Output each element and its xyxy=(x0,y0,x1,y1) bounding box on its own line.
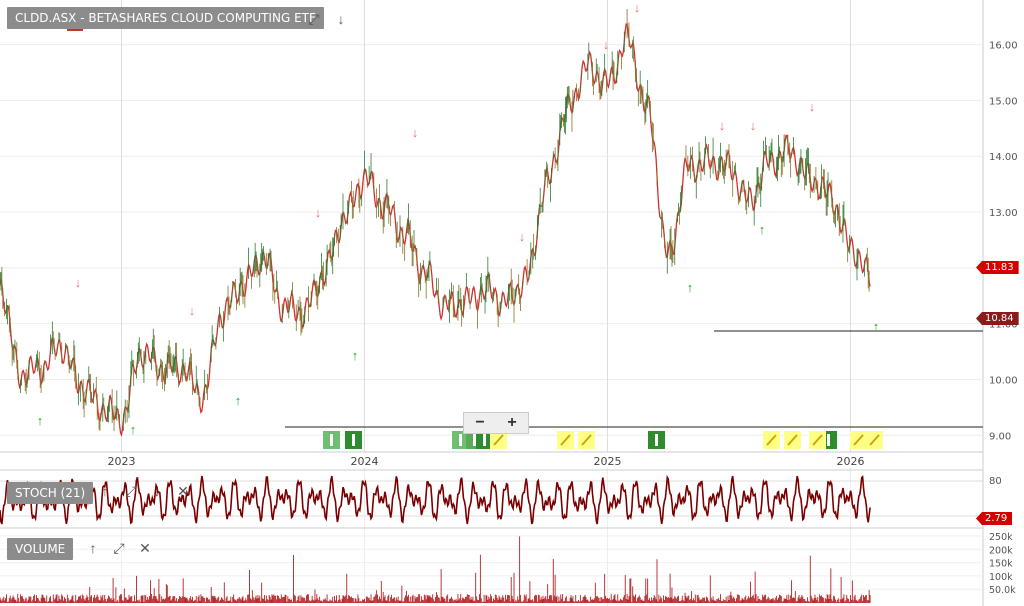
event-marker-glyph xyxy=(827,434,830,446)
volume-expand-icon[interactable]: ⤢ xyxy=(113,540,125,556)
x-tick-label: 2026 xyxy=(836,455,864,468)
note-marker-glyph xyxy=(812,434,823,446)
buy-signal-icon: ↑ xyxy=(352,348,359,363)
note-marker-glyph xyxy=(493,434,504,446)
stoch-tick-label: 80 xyxy=(989,476,1002,487)
x-tick-label: 2024 xyxy=(350,455,378,468)
x-tick-label: 2023 xyxy=(107,455,135,468)
stoch-close-icon[interactable]: ✕ xyxy=(177,483,189,499)
volume-up-icon[interactable]: ↑ xyxy=(89,540,97,556)
buy-signal-icon: ↑ xyxy=(130,422,137,437)
buy-signal-icon: ↑ xyxy=(873,319,880,334)
volume-tick-label: 200k xyxy=(989,545,1013,556)
stoch-up-icon[interactable]: ↑ xyxy=(101,483,109,499)
last-price-tag: 11.83 xyxy=(976,261,1019,274)
stoch-value-tag: 2.79 xyxy=(976,512,1013,525)
sell-signal-icon: ↓ xyxy=(750,118,757,133)
price-tick-label: 11.00 xyxy=(989,320,1018,331)
buy-signal-icon: ↑ xyxy=(759,222,766,237)
x-tick-label: 2025 xyxy=(593,455,621,468)
event-marker-glyph xyxy=(483,434,486,446)
sell-signal-icon: ↓ xyxy=(412,125,419,140)
price-tick-label: 16.00 xyxy=(989,41,1018,52)
stoch-expand-icon[interactable]: ⤢ xyxy=(125,483,137,499)
event-marker-glyph xyxy=(459,434,462,446)
buy-signal-icon: ↑ xyxy=(235,393,242,408)
volume-tick-label: 150k xyxy=(989,559,1013,570)
zoom-control: − + xyxy=(463,412,529,434)
expand-icon[interactable]: ⤢ xyxy=(308,11,320,27)
sell-signal-icon: ↓ xyxy=(519,229,526,244)
low-price-tag: 10.84 xyxy=(976,312,1019,325)
zoom-in-button[interactable]: + xyxy=(507,414,517,431)
buy-signal-icon: ↑ xyxy=(37,413,44,428)
stoch-label[interactable]: STOCH (21) xyxy=(7,482,94,504)
buy-signal-icon: ↑ xyxy=(687,280,694,295)
note-marker-glyph xyxy=(581,434,592,446)
sell-signal-icon: ↓ xyxy=(189,303,196,318)
move-down-icon[interactable]: ↓ xyxy=(337,11,345,27)
volume-label[interactable]: VOLUME xyxy=(7,538,74,560)
event-marker-glyph xyxy=(473,434,476,446)
sell-signal-icon: ↓ xyxy=(603,37,610,52)
volume-close-icon[interactable]: ✕ xyxy=(139,540,151,556)
zoom-out-button[interactable]: − xyxy=(475,414,485,431)
event-marker-glyph xyxy=(352,434,355,446)
volume-tick-label: 50.0k xyxy=(989,585,1016,596)
price-tick-label: 10.00 xyxy=(989,375,1018,386)
note-marker-glyph xyxy=(766,434,777,446)
sell-signal-icon: ↓ xyxy=(75,275,82,290)
stoch-line xyxy=(0,474,871,525)
stoch-down-icon[interactable]: ↓ xyxy=(153,483,161,499)
price-tick-label: 15.00 xyxy=(989,96,1018,107)
note-marker-glyph xyxy=(853,434,864,446)
price-tick-label: 13.00 xyxy=(989,208,1018,219)
chart-title[interactable]: CLDD.ASX - BETASHARES CLOUD COMPUTING ET… xyxy=(7,7,324,29)
price-tick-label: 9.00 xyxy=(989,431,1011,442)
volume-tick-label: 250k xyxy=(989,532,1013,543)
note-marker-glyph xyxy=(869,434,880,446)
sell-signal-icon: ↓ xyxy=(719,118,726,133)
sell-signal-icon: ↓ xyxy=(634,0,641,15)
sell-signal-icon: ↓ xyxy=(315,205,322,220)
volume-tick-label: 100k xyxy=(989,572,1013,583)
price-tick-label: 14.00 xyxy=(989,152,1018,163)
note-marker-glyph xyxy=(787,434,798,446)
event-marker-glyph xyxy=(330,434,333,446)
sell-signal-icon: ↓ xyxy=(809,99,816,114)
event-marker-glyph xyxy=(655,434,658,446)
note-marker-glyph xyxy=(560,434,571,446)
